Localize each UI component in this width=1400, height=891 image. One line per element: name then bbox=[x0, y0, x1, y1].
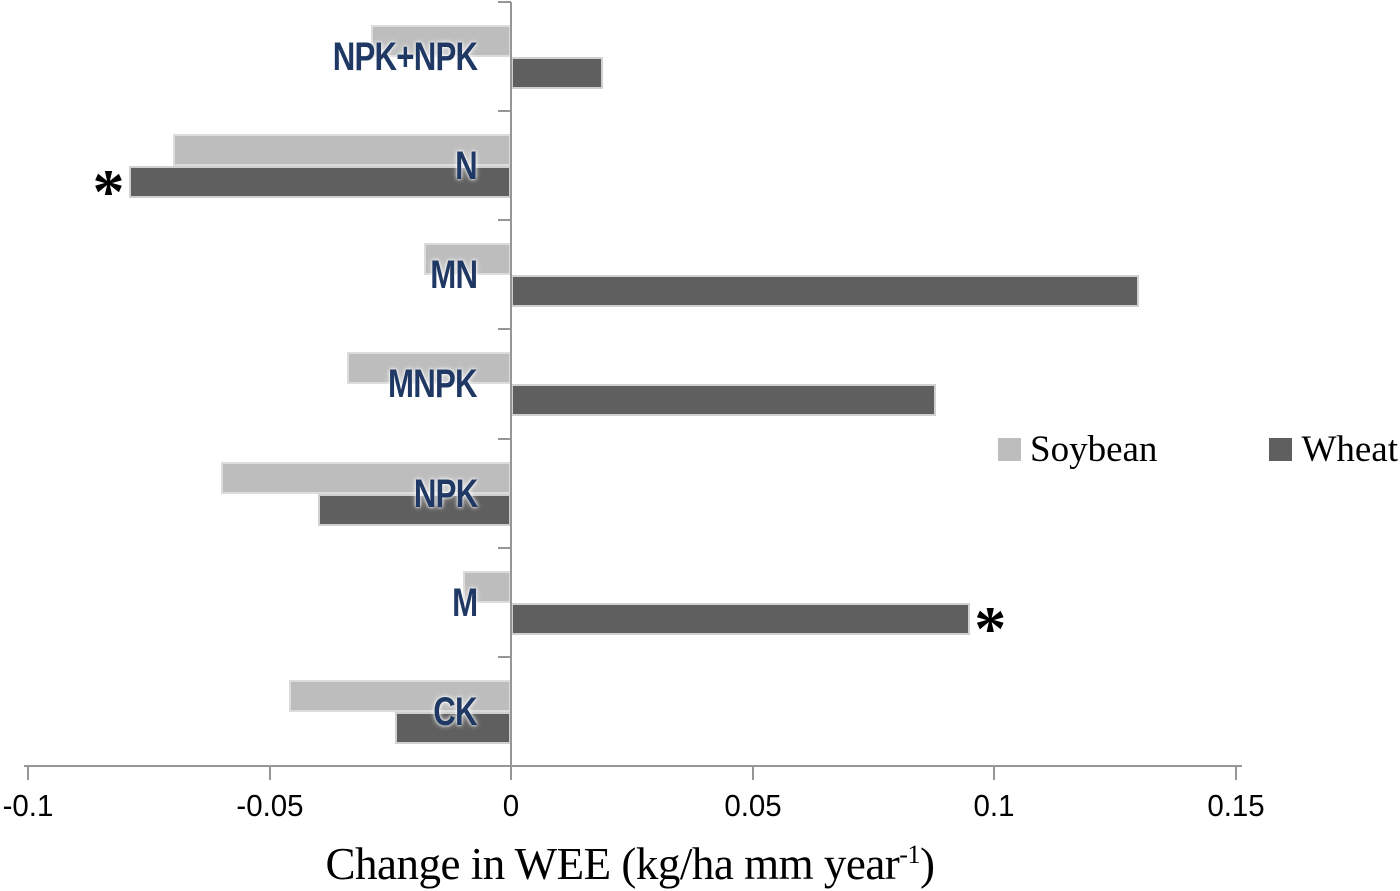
soybean-swatch-icon bbox=[998, 438, 1021, 461]
x-axis-title-close: ) bbox=[919, 839, 935, 889]
x-axis-tick bbox=[993, 766, 996, 780]
x-axis-tick bbox=[268, 766, 271, 780]
bar-soybean-npk-npk bbox=[371, 25, 512, 57]
category-label-mn: MN bbox=[430, 253, 478, 298]
x-tick-label: -0.05 bbox=[236, 788, 304, 823]
bar-wheat-m bbox=[511, 602, 971, 635]
legend-entry-soybean: Soybean bbox=[998, 428, 1157, 471]
category-label-m: M bbox=[451, 580, 478, 625]
significance-asterisk-m: * bbox=[974, 592, 1007, 664]
x-axis-title-text: Change in WEE (kg/ha mm year bbox=[325, 839, 900, 889]
x-axis-tick bbox=[510, 766, 513, 780]
x-axis-tick bbox=[27, 766, 29, 780]
x-tick-label: 0.1 bbox=[973, 788, 1015, 823]
y-axis-tick bbox=[498, 1, 512, 3]
bar-soybean-npk bbox=[221, 461, 512, 494]
x-axis-tick bbox=[751, 766, 754, 780]
bar-soybean-m bbox=[462, 570, 512, 603]
legend: Soybean Wheat bbox=[998, 428, 1398, 471]
x-axis-tick bbox=[1235, 766, 1237, 780]
x-axis-title: Change in WEE (kg/ha mm year-1) bbox=[0, 838, 1260, 890]
legend-label-wheat: Wheat bbox=[1301, 429, 1398, 470]
category-label-npk-npk: NPK+NPK bbox=[332, 35, 477, 79]
y-axis-tick bbox=[498, 328, 512, 331]
x-tick-label: 0 bbox=[502, 788, 520, 823]
significance-asterisk-n: * bbox=[92, 156, 125, 228]
bar-wheat-npk bbox=[317, 493, 512, 526]
x-tick-label: 0.05 bbox=[724, 788, 782, 823]
bar-soybean-n bbox=[172, 134, 512, 167]
y-axis-tick bbox=[498, 655, 512, 658]
bar-soybean-mn bbox=[424, 243, 512, 276]
x-tick-label: -0.1 bbox=[2, 788, 54, 823]
bar-wheat-ck bbox=[395, 711, 512, 744]
category-label-ck: CK bbox=[433, 689, 477, 734]
y-axis-tick bbox=[498, 546, 512, 549]
category-label-mnpk: MNPK bbox=[388, 362, 478, 407]
bar-wheat-mn bbox=[511, 275, 1140, 308]
x-axis-line bbox=[24, 765, 1242, 767]
y-axis-tick bbox=[498, 110, 512, 113]
category-label-n: N bbox=[455, 144, 478, 189]
x-axis-title-superscript: -1 bbox=[899, 840, 920, 869]
y-axis-tick bbox=[498, 219, 512, 222]
y-axis-line bbox=[510, 2, 513, 766]
wheat-swatch-icon bbox=[1269, 438, 1293, 461]
legend-label-soybean: Soybean bbox=[1030, 429, 1158, 470]
bar-wheat-n bbox=[129, 166, 512, 199]
y-axis-tick bbox=[498, 437, 512, 440]
legend-entry-wheat: Wheat bbox=[1269, 428, 1398, 471]
category-label-npk: NPK bbox=[413, 471, 477, 516]
bar-wheat-npk-npk bbox=[511, 57, 603, 89]
bar-wheat-mnpk bbox=[511, 384, 937, 417]
bar-soybean-mnpk bbox=[346, 352, 512, 385]
bar-soybean-ck bbox=[288, 679, 512, 712]
x-tick-label: 0.15 bbox=[1207, 788, 1265, 823]
